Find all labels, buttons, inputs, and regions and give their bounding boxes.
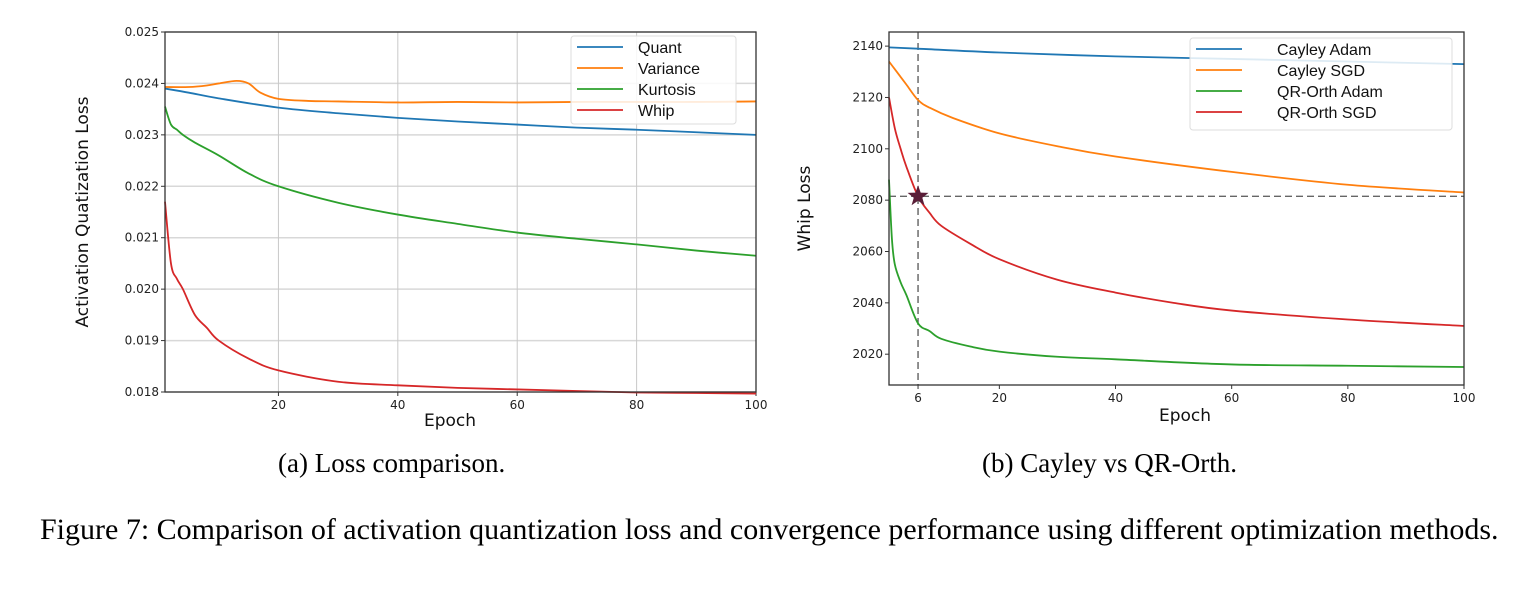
y-tick-label: 2060 xyxy=(852,245,883,259)
star-marker xyxy=(907,185,929,206)
y-tick-label: 2120 xyxy=(852,90,883,104)
y-tick-label: 0.022 xyxy=(125,179,159,193)
y-axis-label: Activation Quatization Loss xyxy=(73,96,93,327)
y-tick-label: 2040 xyxy=(852,296,883,310)
series-line-qr-orth-sgd xyxy=(888,97,1465,327)
legend-label: Whip xyxy=(638,103,675,120)
plot-frame xyxy=(888,31,1465,386)
legend-box xyxy=(570,35,737,125)
legend-label: Kurtosis xyxy=(638,82,696,99)
y-tick-label: 2100 xyxy=(852,142,883,156)
y-tick-label: 0.018 xyxy=(125,385,159,399)
legend-label: Quant xyxy=(638,40,682,57)
chart-loss-comparison: 0.018 0.019 0.020 0.021 0.022 0.023 0.024 0.025… xyxy=(73,25,767,431)
x-tick-label: 6 xyxy=(914,391,922,405)
y-tick-label: 0.024 xyxy=(125,76,159,90)
legend-box xyxy=(1189,37,1453,131)
figure-caption: Figure 7: Comparison of activation quant… xyxy=(40,513,1499,546)
series-line-quant xyxy=(164,87,757,136)
x-tick-label: 100 xyxy=(745,398,768,412)
x-axis-label: Epoch xyxy=(424,411,476,431)
legend-label: QR-Orth Adam xyxy=(1277,84,1383,101)
x-tick-label: 80 xyxy=(1340,391,1355,405)
x-tick-label: 40 xyxy=(390,398,405,412)
legend: Quant Variance Kurtosis Whip xyxy=(570,35,737,125)
legend-label: Cayley Adam xyxy=(1277,42,1371,59)
plot-frame xyxy=(164,31,757,393)
series-line-whip xyxy=(164,201,757,395)
x-tick-label: 60 xyxy=(510,398,525,412)
y-tick-label: 0.019 xyxy=(125,334,159,348)
x-tick-label: 60 xyxy=(1224,391,1239,405)
y-tick-label: 2140 xyxy=(852,39,883,53)
x-tick-label: 100 xyxy=(1453,391,1476,405)
legend-label: Variance xyxy=(638,61,700,78)
x-axis-label: Epoch xyxy=(1159,406,1211,426)
series-line-qr-orth-adam xyxy=(888,179,1465,368)
y-tick-label: 0.023 xyxy=(125,128,159,142)
y-tick-label: 0.020 xyxy=(125,282,159,296)
y-axis-label: Whip Loss xyxy=(795,165,815,251)
y-tick-label: 2080 xyxy=(852,193,883,207)
y-tick-label: 0.021 xyxy=(125,231,159,245)
x-tick-label: 80 xyxy=(629,398,644,412)
x-tick-label: 20 xyxy=(992,391,1007,405)
subcaption-a: (a) Loss comparison. xyxy=(278,448,506,478)
legend: Cayley Adam Cayley SGD QR-Orth Adam QR-Orth… xyxy=(1189,37,1453,131)
y-tick-label: 2020 xyxy=(852,347,883,361)
subcaption-b: (b) Cayley vs QR-Orth. xyxy=(982,448,1237,478)
x-tick-label: 40 xyxy=(1108,391,1123,405)
legend-label: QR-Orth SGD xyxy=(1277,105,1377,122)
legend-label: Cayley SGD xyxy=(1277,63,1365,80)
series-line-cayley-sgd xyxy=(888,60,1465,194)
x-tick-label: 20 xyxy=(271,398,286,412)
y-tick-label: 0.025 xyxy=(125,25,159,39)
series-line-kurtosis xyxy=(164,106,757,257)
